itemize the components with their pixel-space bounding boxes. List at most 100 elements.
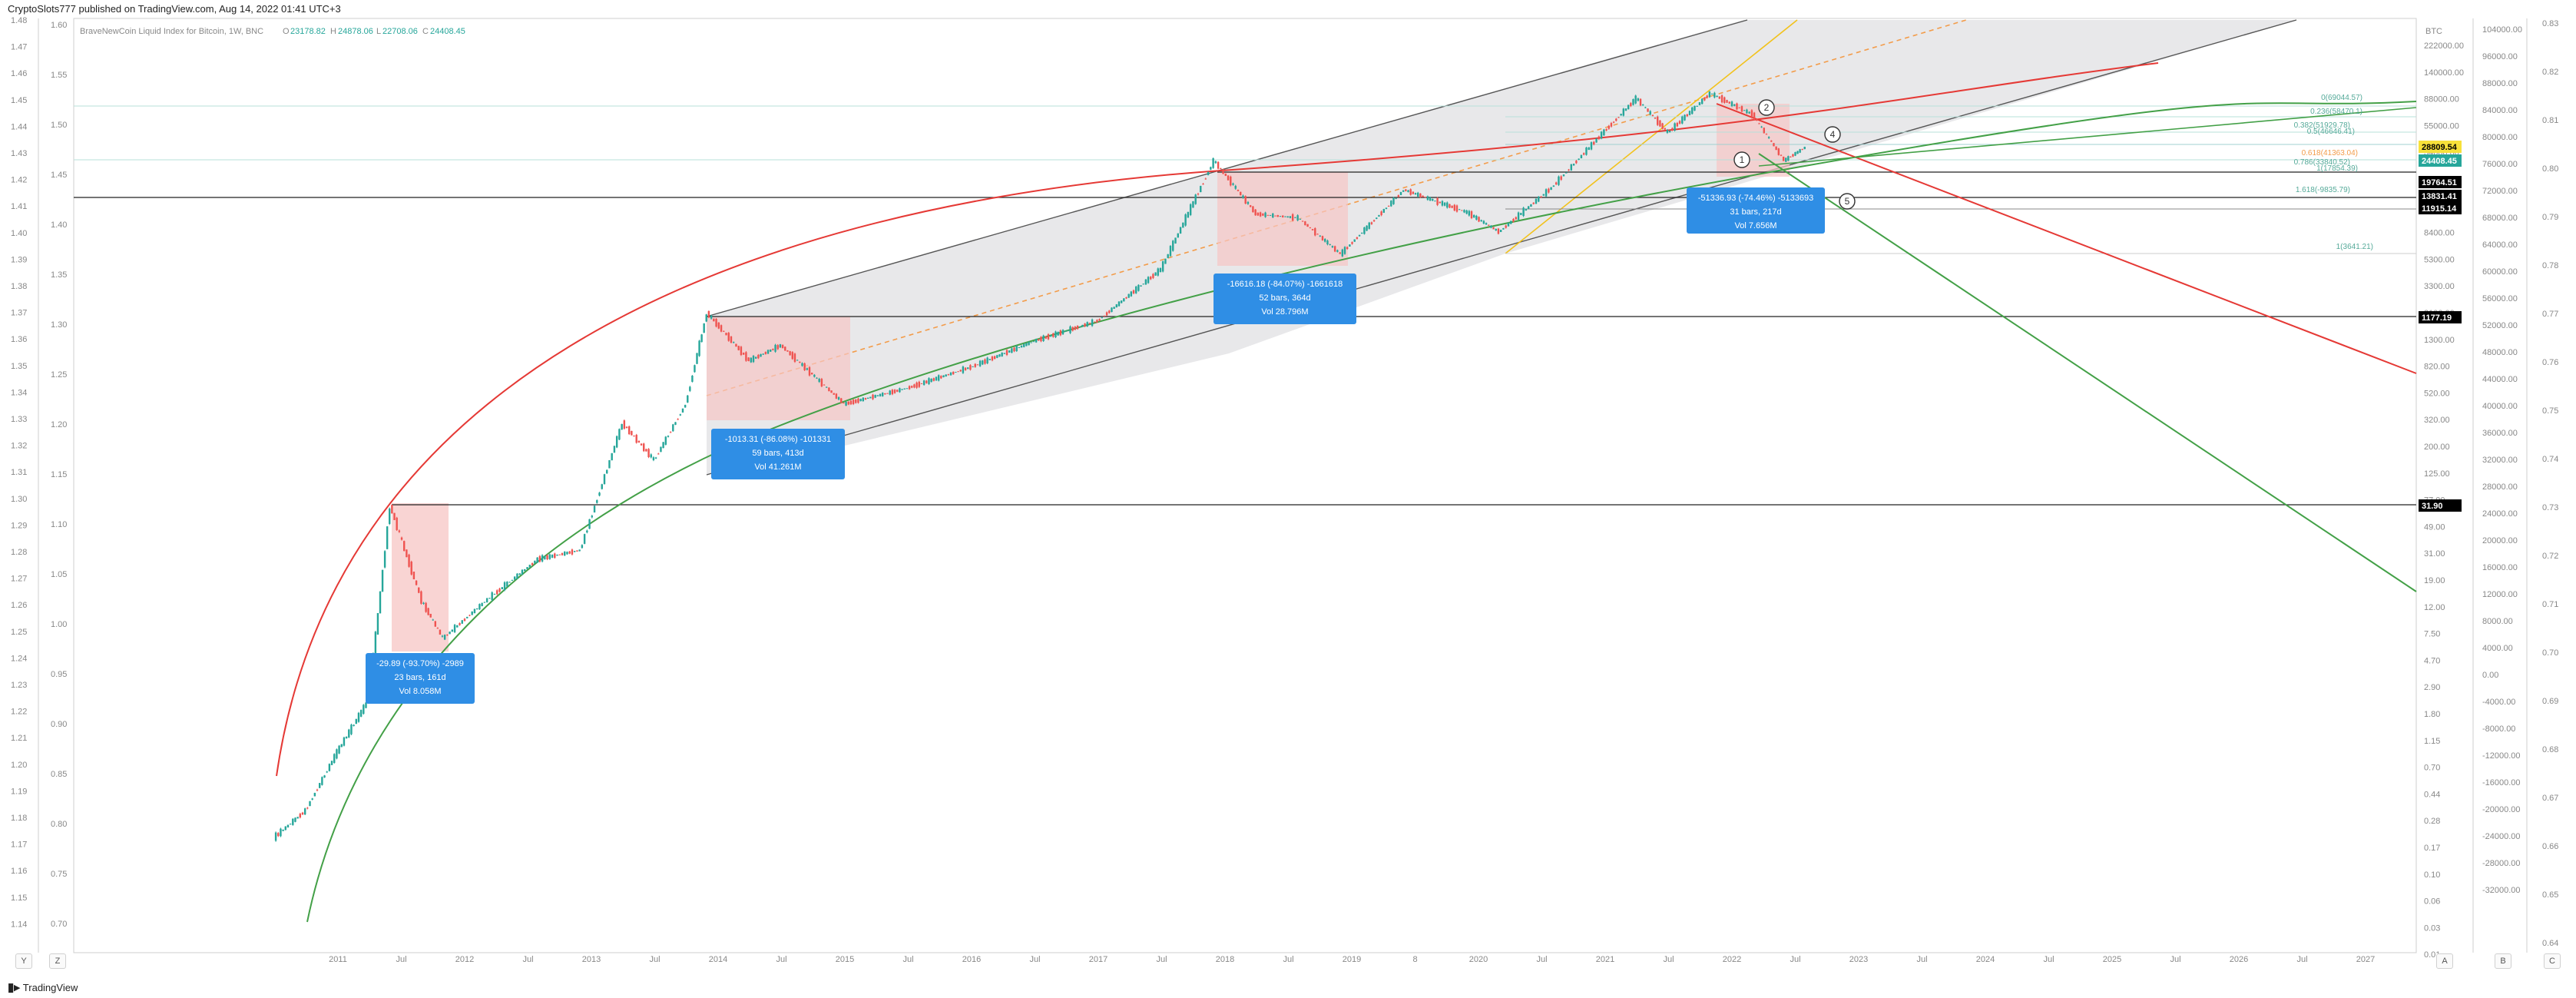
measure-box[interactable]: -51336.93 (-74.46%) -5133693 31 bars, 217…: [1687, 187, 1825, 234]
candle-body: [698, 340, 700, 356]
left-inner-tick: 1.40: [51, 220, 67, 230]
candle-body: [1217, 161, 1220, 169]
candle-body: [496, 590, 498, 595]
price-tag: 19764.51: [2419, 176, 2462, 188]
candle-body: [576, 550, 578, 552]
candle-body: [806, 368, 809, 370]
candle-body: [932, 378, 935, 381]
candle-body: [1608, 125, 1610, 129]
corner-button-right3[interactable]: C: [2544, 953, 2561, 969]
candle-body: [1785, 157, 1787, 162]
candle-body: [280, 828, 282, 837]
left-outer-tick: 1.41: [11, 202, 27, 211]
candle-body: [1144, 279, 1147, 285]
measure-box[interactable]: -16616.18 (-84.07%) -1661618 52 bars, 364…: [1214, 274, 1356, 324]
candle-body: [1780, 154, 1783, 156]
candle-body: [1773, 143, 1775, 147]
candle-body: [1743, 110, 1746, 111]
candle-body: [862, 397, 864, 402]
candle-body: [859, 399, 862, 402]
candle-body: [621, 423, 623, 430]
left-inner-tick: 0.95: [51, 670, 67, 679]
corner-button-left2[interactable]: Z: [49, 953, 66, 969]
candle-body: [1590, 142, 1593, 150]
candle-body: [1760, 126, 1763, 128]
candle-body: [1550, 187, 1552, 191]
candle-body: [1443, 202, 1446, 206]
candle-body: [544, 556, 546, 560]
left-inner-tick: 1.60: [51, 21, 67, 30]
candle-body: [1137, 284, 1140, 291]
price-tag: 28809.54: [2419, 141, 2462, 153]
legend-h-value: 24878.06: [338, 27, 373, 36]
candle-body: [998, 354, 1001, 357]
candle-body: [1172, 240, 1174, 251]
candle-body: [742, 353, 745, 355]
tradingview-logo[interactable]: ▮▸ TradingView: [8, 980, 78, 994]
candle-body: [930, 378, 932, 383]
candle-body: [1748, 111, 1750, 114]
candle-body: [301, 812, 304, 815]
candle-body: [1363, 227, 1366, 234]
candle-body: [1582, 153, 1585, 155]
candle-body: [1603, 129, 1605, 136]
corner-button-right2[interactable]: B: [2495, 953, 2511, 969]
candle-body: [1593, 141, 1595, 145]
candle-body: [949, 372, 952, 376]
legend-c-value: 24408.45: [430, 27, 465, 36]
candle-body: [891, 390, 894, 395]
candle-body: [1311, 229, 1314, 230]
wave-label: 2: [1758, 99, 1775, 116]
candle-body: [403, 541, 406, 552]
candle-body: [1552, 185, 1555, 187]
candle-body: [779, 344, 782, 348]
corner-button-right1[interactable]: A: [2436, 953, 2453, 969]
candle-body: [1331, 246, 1334, 248]
candle-body: [988, 359, 991, 360]
candle-body: [1637, 98, 1640, 101]
right-axis-2-tick: -16000.00: [2482, 778, 2521, 787]
candle-body: [1279, 216, 1282, 217]
candle-body: [1634, 95, 1637, 104]
corner-button-left[interactable]: Y: [15, 953, 32, 969]
price-axis-tick: 19.00: [2424, 576, 2445, 585]
candle-body: [1353, 239, 1356, 242]
candle-body: [986, 357, 988, 363]
right-axis-2-tick: 96000.00: [2482, 52, 2518, 61]
candle-body: [1620, 114, 1622, 116]
candle-body: [1545, 189, 1548, 197]
wave-labels: 1 2 4 5: [1733, 99, 1856, 210]
candle-body: [1059, 330, 1062, 336]
candle-body: [343, 737, 346, 746]
candle-body: [578, 549, 581, 552]
measure-box[interactable]: -29.89 (-93.70%) -2989 23 bars, 161d Vol 8…: [366, 653, 475, 704]
left-outer-tick: 1.26: [11, 601, 27, 610]
left-inner-tick: 1.45: [51, 171, 67, 180]
candle-body: [1575, 161, 1578, 164]
candle-body: [1385, 207, 1388, 210]
price-axis-tick: 5300.00: [2424, 255, 2455, 264]
fib-level-label: 0.786(33840.52): [2294, 158, 2350, 167]
candle-body: [1222, 169, 1224, 174]
price-tag-bg: [2419, 190, 2462, 202]
candle-body: [501, 587, 503, 590]
fib-level-label: 1(3641.21): [2336, 243, 2373, 251]
right-axis-2-tick: 56000.00: [2482, 294, 2518, 303]
candle-body: [1174, 237, 1177, 244]
candle-body: [901, 389, 903, 390]
candle-body: [849, 400, 853, 405]
measure-box[interactable]: -1013.31 (-86.08%) -101331 59 bars, 413d V…: [711, 429, 845, 479]
candle-body: [1753, 112, 1756, 121]
candle-body: [1013, 347, 1015, 352]
candle-body: [1520, 213, 1522, 215]
candle-body: [1718, 96, 1721, 99]
candle-body: [855, 400, 857, 403]
candle-body: [857, 398, 859, 403]
price-tag-bg: [2419, 141, 2462, 153]
candle-body: [1622, 108, 1624, 116]
candle-body: [491, 592, 493, 601]
left-inner-tick: 1.55: [51, 71, 67, 80]
left-outer-tick: 1.43: [11, 149, 27, 158]
candle-body: [1451, 205, 1453, 208]
